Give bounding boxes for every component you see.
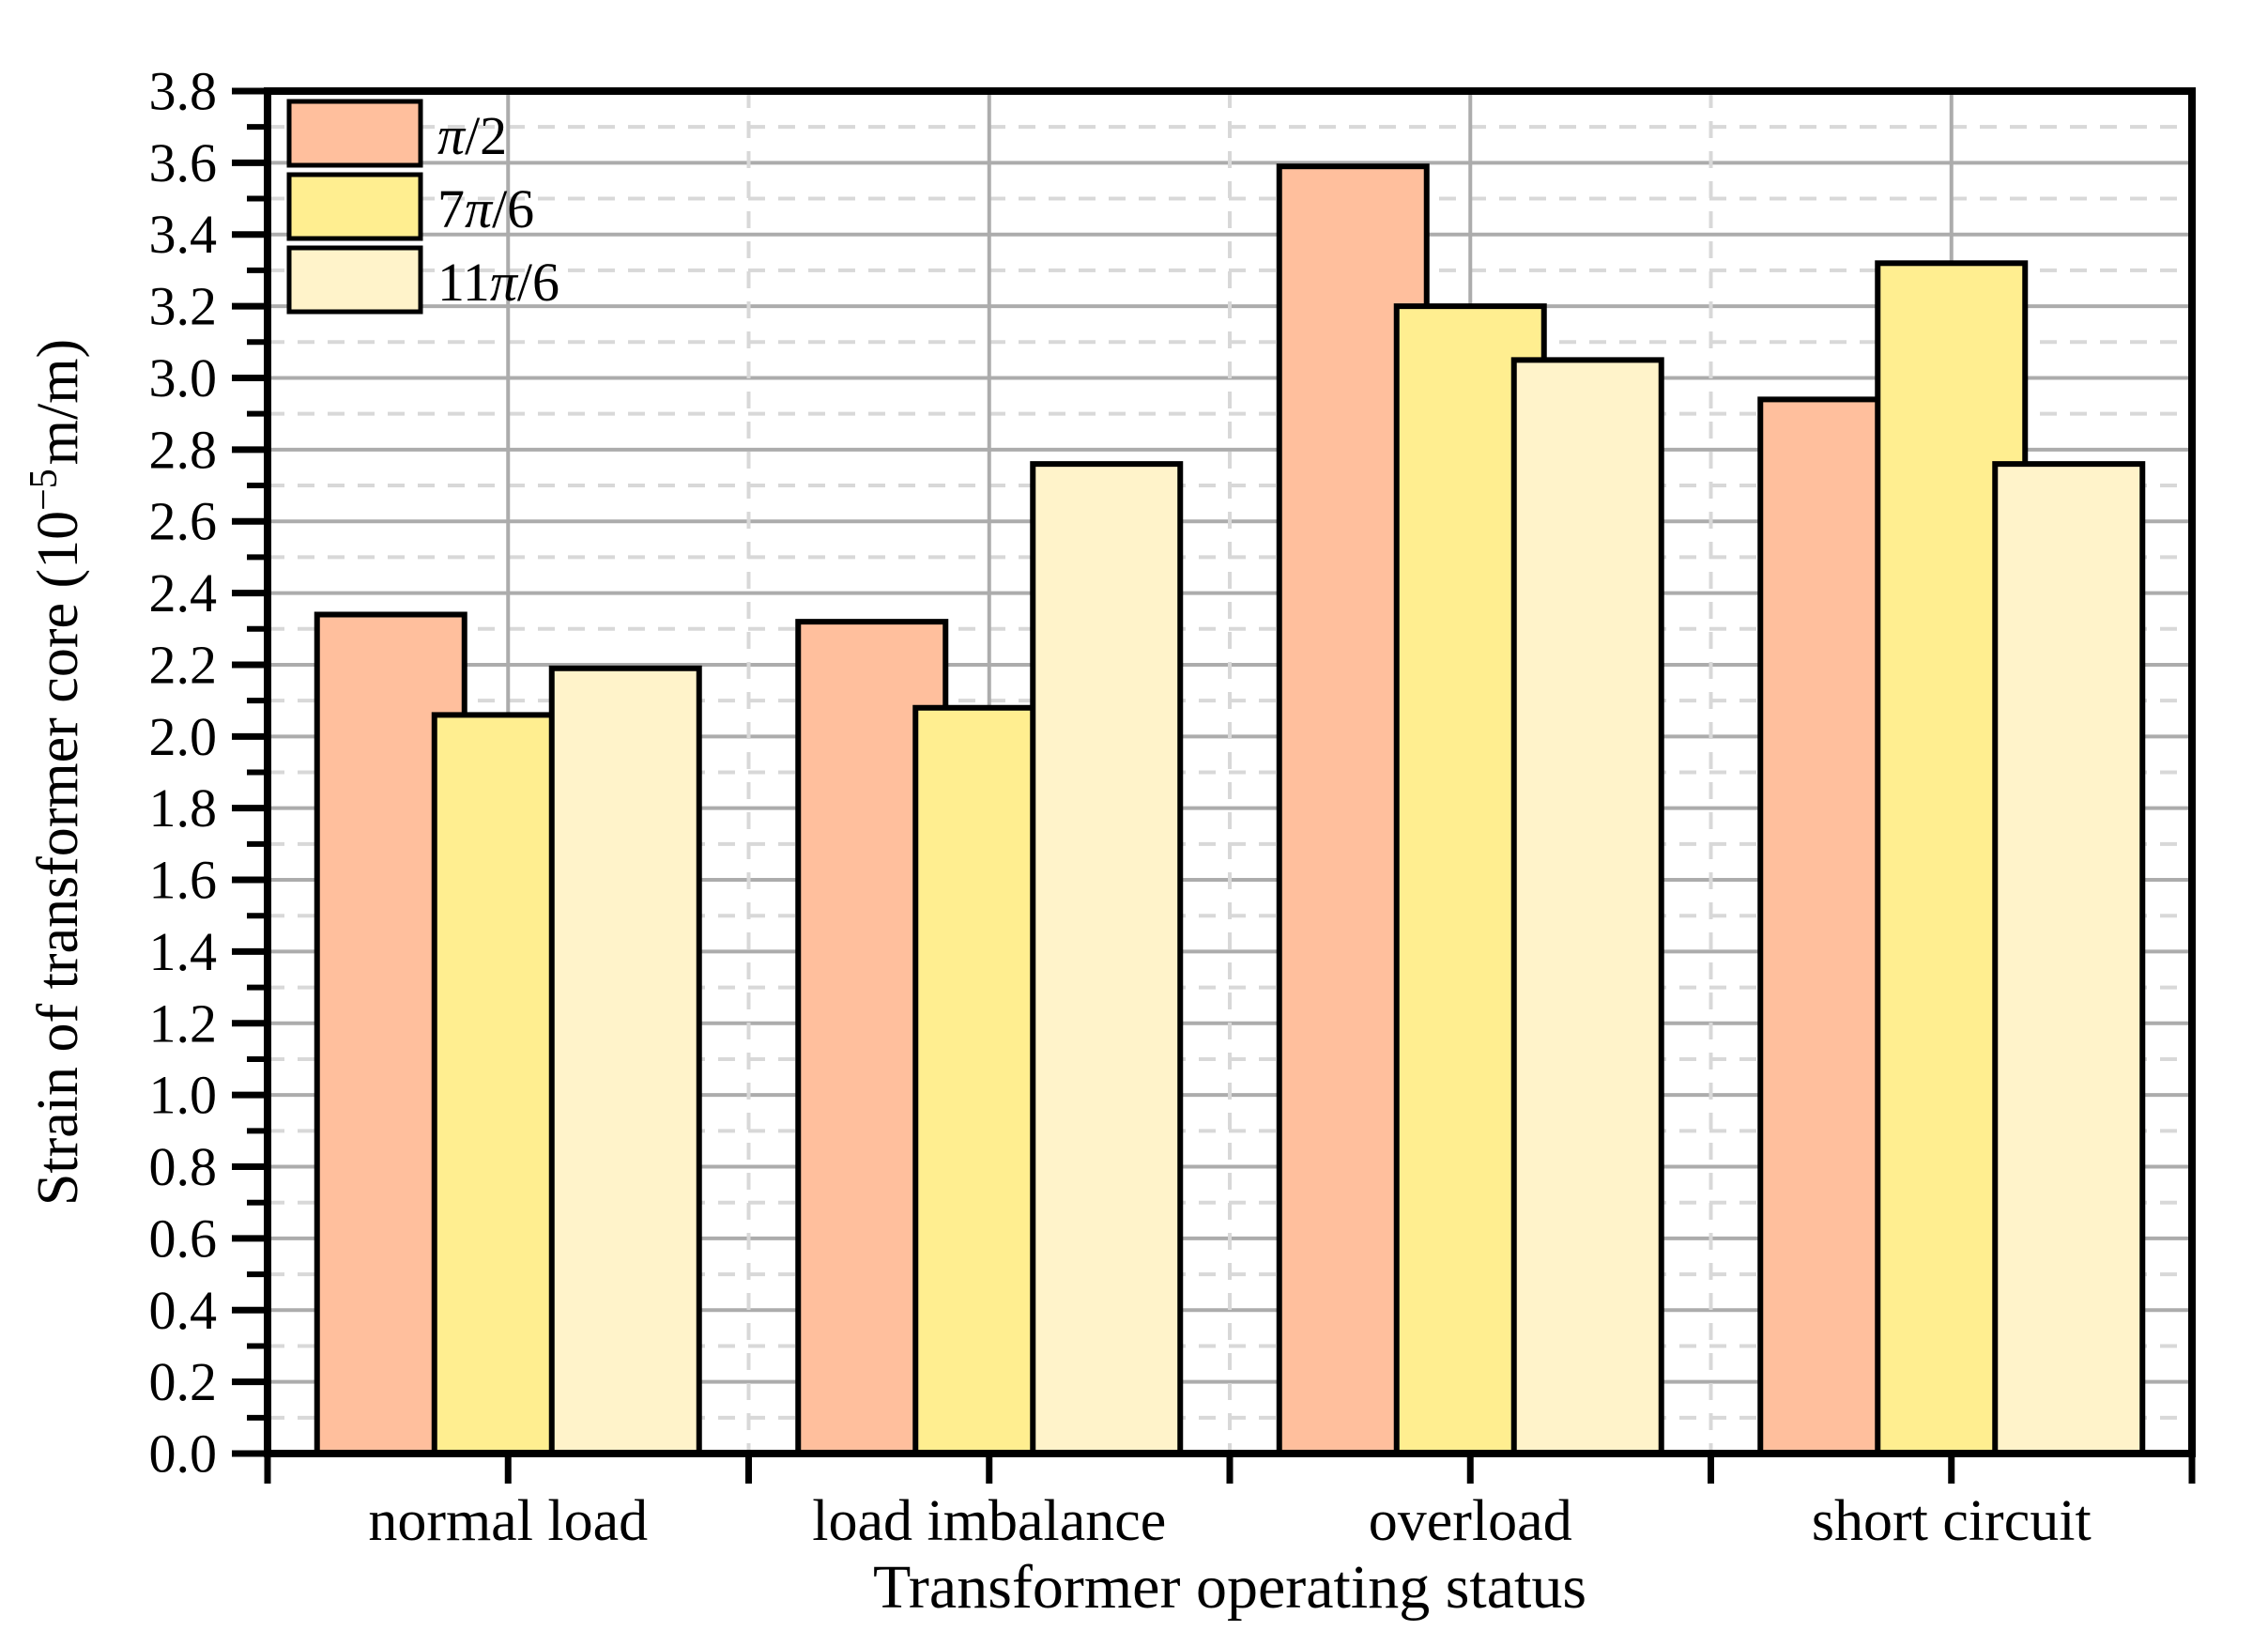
legend-label: 7π/6 (437, 178, 534, 239)
category-label: load imbalance (812, 1489, 1166, 1553)
legend-swatch (286, 172, 423, 241)
y-tick-label: 1.0 (149, 1065, 218, 1126)
category-label: overload (1369, 1489, 1572, 1553)
y-tick-label: 1.6 (149, 850, 218, 911)
y-tick-label: 2.6 (149, 491, 218, 552)
legend-label: π/2 (437, 105, 507, 166)
x-axis-title: Transformer operating status (873, 1553, 1586, 1622)
y-tick-label: 1.4 (149, 921, 218, 982)
y-tick-label: 1.2 (149, 992, 218, 1054)
bar (1992, 461, 2146, 1456)
y-axis-title: Strain of transformer core (10−5m/m) (23, 339, 90, 1206)
category-label: short circuit (1812, 1489, 2092, 1553)
y-tick-label: 3.0 (149, 347, 218, 408)
bar (1030, 461, 1184, 1456)
y-tick-label: 3.4 (149, 204, 218, 265)
y-tick-label: 1.8 (149, 777, 218, 839)
y-tick-label: 2.4 (149, 562, 218, 623)
legend-label: 11π/6 (437, 252, 559, 313)
y-tick-label: 3.8 (149, 61, 218, 122)
legend-swatch (286, 245, 423, 315)
category-label: normal load (368, 1489, 648, 1553)
y-tick-label: 0.4 (149, 1280, 218, 1341)
y-tick-label: 0.2 (149, 1351, 218, 1412)
y-tick-label: 3.6 (149, 132, 218, 193)
legend-swatch (286, 99, 423, 168)
y-tick-label: 2.2 (149, 634, 218, 695)
y-tick-label: 0.8 (149, 1136, 218, 1197)
y-tick-label: 2.0 (149, 706, 218, 767)
bar (1510, 357, 1664, 1456)
y-tick-label: 0.6 (149, 1208, 218, 1269)
bar (548, 665, 702, 1456)
y-tick-label: 0.0 (149, 1423, 218, 1485)
y-tick-label: 3.2 (149, 276, 218, 337)
y-tick-label: 2.8 (149, 419, 218, 480)
